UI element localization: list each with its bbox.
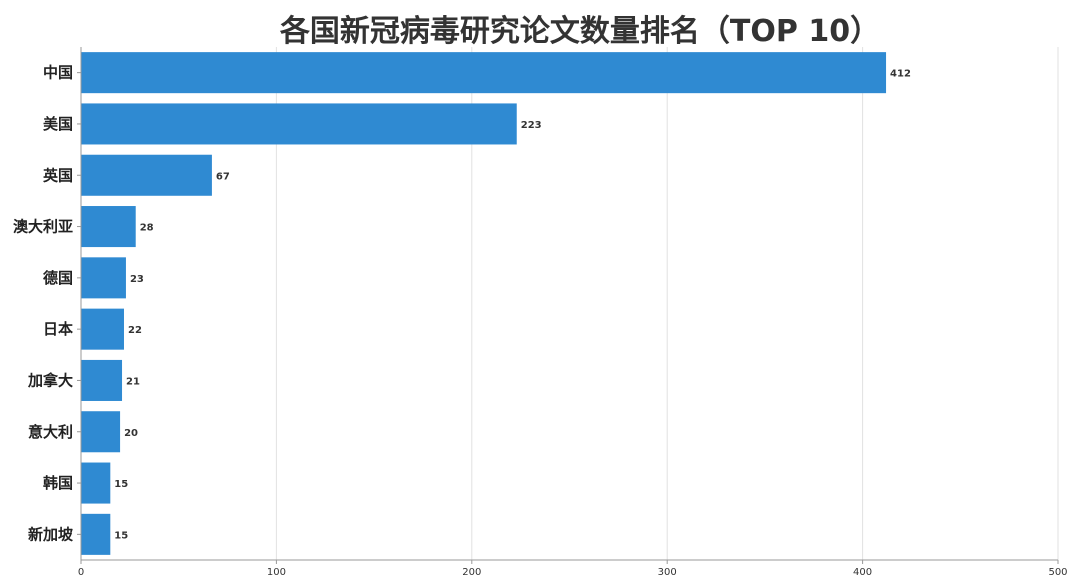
value-label: 412 [890, 69, 911, 80]
category-label: 英国 [43, 166, 73, 184]
axes [77, 47, 1059, 564]
bar [81, 513, 111, 555]
bar [81, 411, 121, 453]
category-label: 韩国 [43, 474, 73, 492]
x-tick-label: 0 [78, 567, 84, 578]
category-label: 意大利 [28, 423, 73, 441]
x-tick-label: 300 [658, 567, 677, 578]
x-tick-label: 500 [1048, 567, 1067, 578]
value-label: 20 [124, 428, 138, 439]
x-tick-label: 100 [267, 567, 286, 578]
bar [81, 52, 887, 94]
value-label: 23 [130, 274, 144, 285]
category-label: 日本 [43, 320, 73, 338]
category-label: 中国 [43, 64, 73, 82]
bars [81, 52, 887, 555]
bar [81, 206, 136, 248]
value-label: 15 [114, 530, 128, 541]
value-label: 223 [521, 120, 542, 131]
category-label: 新加坡 [28, 525, 73, 543]
category-label: 加拿大 [27, 371, 73, 389]
chart-title: 各国新冠病毒研究论文数量排名（TOP 10） [279, 14, 881, 49]
category-label: 美国 [43, 115, 73, 133]
labels: 0 100 200 300 400 500 中国 412 美国 223 英国 67 澳大利亚 28 德国 23… [13, 64, 1068, 578]
value-label: 15 [114, 479, 128, 490]
value-label: 67 [216, 171, 230, 182]
bar [81, 462, 111, 504]
value-label: 22 [128, 325, 142, 336]
x-tick-label: 200 [462, 567, 481, 578]
value-label: 28 [140, 223, 154, 234]
value-label: 21 [126, 376, 140, 387]
bar [81, 103, 517, 145]
category-label: 澳大利亚 [13, 218, 73, 236]
category-label: 德国 [43, 269, 73, 287]
bar [81, 308, 124, 350]
bar [81, 257, 126, 299]
bar [81, 359, 123, 401]
x-tick-label: 400 [853, 567, 872, 578]
bar [81, 154, 212, 196]
